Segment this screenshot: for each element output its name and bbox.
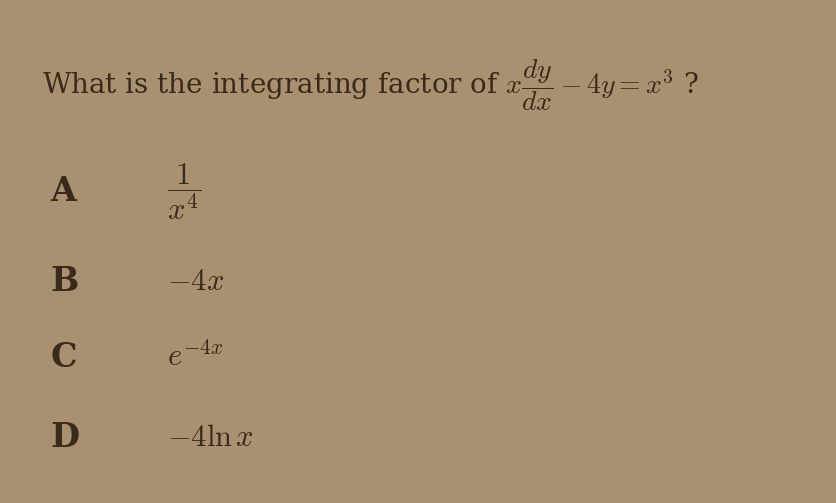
- Text: A: A: [50, 175, 76, 208]
- Text: D: D: [50, 421, 79, 454]
- Text: C: C: [50, 341, 77, 374]
- Text: B: B: [50, 265, 79, 298]
- Text: $-4\ln x$: $-4\ln x$: [167, 422, 254, 453]
- Text: $\dfrac{1}{x^4}$: $\dfrac{1}{x^4}$: [167, 160, 201, 222]
- Text: $-4x$: $-4x$: [167, 266, 224, 297]
- Text: $e^{-4x}$: $e^{-4x}$: [167, 342, 224, 373]
- Text: What is the integrating factor of $x\dfrac{dy}{dx}-4y=x^3$ ?: What is the integrating factor of $x\dfr…: [42, 58, 699, 113]
